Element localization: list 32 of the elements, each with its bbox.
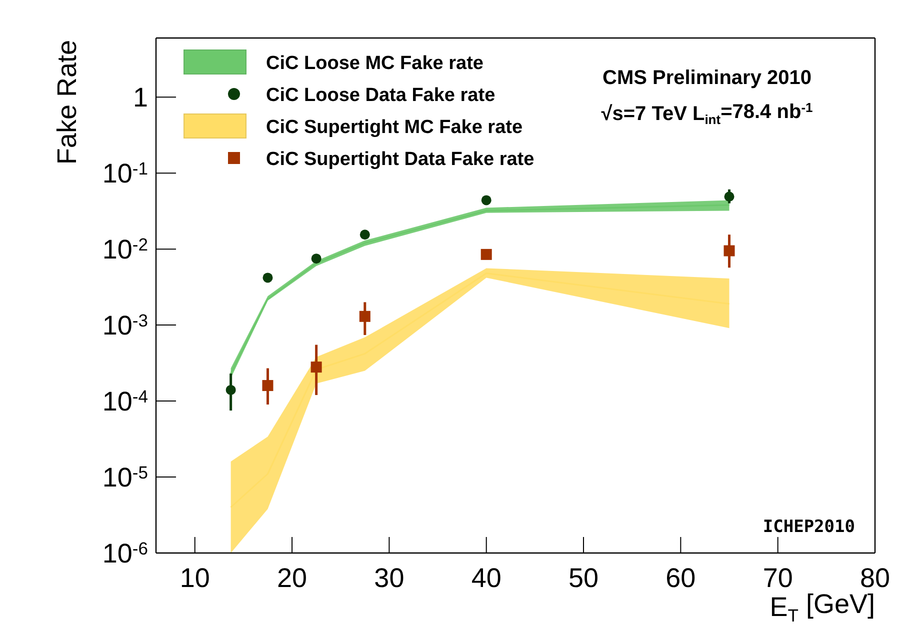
point xyxy=(311,254,322,264)
y-tick-label: 10$^{-2}$ xyxy=(102,234,148,265)
x-tick-label: 30 xyxy=(374,563,404,593)
annotation: √s=7 TeV L$_{int}$=78.4 nb$^{-1}$ xyxy=(601,100,813,127)
x-tick-label: 10 xyxy=(180,563,210,593)
point xyxy=(310,362,322,373)
point xyxy=(360,230,370,240)
point xyxy=(481,195,492,206)
legend-label: CiC Loose MC Fake rate xyxy=(266,53,484,74)
point xyxy=(724,192,734,202)
annotation: ICHEP2010 xyxy=(762,517,855,537)
x-tick-label: 40 xyxy=(471,563,502,593)
y-tick-label: 10$^{-5}$ xyxy=(102,462,148,492)
legend-label: CiC Loose Data Fake rate xyxy=(266,85,496,106)
point xyxy=(262,380,274,392)
x-tick-label: 20 xyxy=(277,563,308,593)
point xyxy=(226,384,236,395)
legend-label: CiC Supertight Data Fake rate xyxy=(266,149,534,170)
point xyxy=(359,310,370,322)
point xyxy=(480,248,492,260)
y-axis-title: Fake Rate xyxy=(52,40,82,165)
legend-label: CiC Supertight MC Fake rate xyxy=(266,117,523,138)
x-tick-label: 60 xyxy=(666,563,696,593)
y-tick-label: 1 xyxy=(132,82,148,113)
annotation: CMS Preliminary 2010 xyxy=(602,67,812,89)
y-tick-label: 10$^{-3}$ xyxy=(102,310,148,341)
y-tick-label: 10$^{-1}$ xyxy=(102,158,148,189)
point xyxy=(262,272,273,283)
y-tick-label: 10$^{-4}$ xyxy=(102,386,148,416)
x-tick-label: 50 xyxy=(568,563,599,593)
point xyxy=(724,245,735,256)
y-tick-label: 10$^{-6}$ xyxy=(102,538,148,568)
